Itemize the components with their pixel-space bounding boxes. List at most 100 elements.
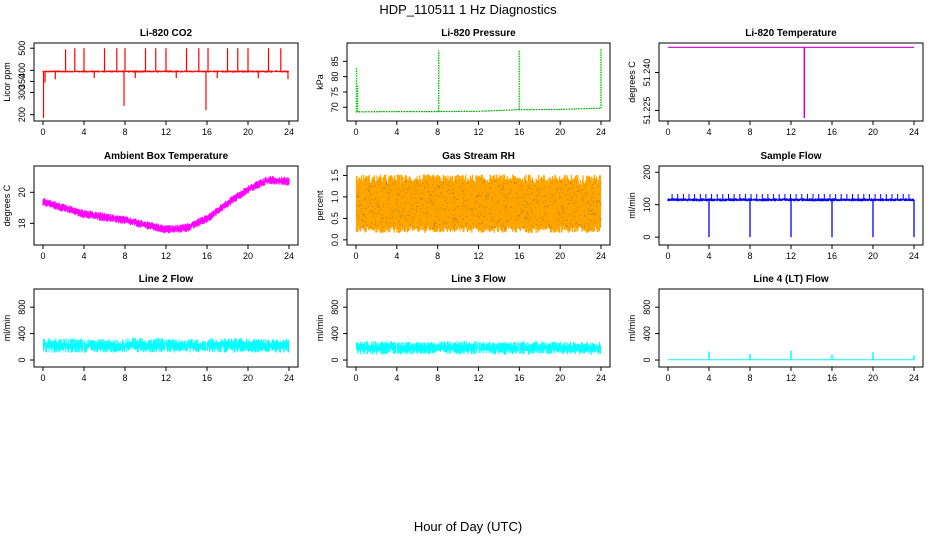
x-tick-label: 8 <box>747 373 752 383</box>
x-tick-label: 0 <box>353 373 358 383</box>
x-tick-label: 0 <box>665 373 670 383</box>
flow-segment <box>125 337 166 353</box>
data-series <box>43 337 289 353</box>
x-tick-label: 4 <box>706 251 711 261</box>
flow-segment <box>166 338 207 353</box>
x-tick-label: 0 <box>40 251 45 261</box>
y-tick-label: 85 <box>330 56 340 66</box>
data-series <box>42 48 289 118</box>
x-tick-label: 16 <box>827 373 837 383</box>
x-tick-label: 20 <box>555 127 565 137</box>
x-tick-label: 4 <box>394 127 399 137</box>
x-tick-label: 16 <box>827 251 837 261</box>
x-tick-label: 12 <box>161 373 171 383</box>
x-tick-label: 12 <box>786 127 796 137</box>
plot-frame <box>33 288 299 368</box>
x-tick-label: 8 <box>122 251 127 261</box>
x-tick-label: 8 <box>435 373 440 383</box>
y-tick-label: 1.5 <box>330 169 340 182</box>
y-tick-label: 20 <box>17 187 27 197</box>
flow-segment <box>560 341 601 355</box>
panel-title: Gas Stream RH <box>442 151 515 162</box>
y-tick-label: 0 <box>330 358 340 363</box>
y-axis-label: ml/min <box>315 315 325 342</box>
plot-frame <box>346 288 611 368</box>
x-tick-label: 16 <box>514 373 524 383</box>
panel-title: Ambient Box Temperature <box>104 151 229 162</box>
data-series <box>42 176 290 234</box>
flow-segment <box>478 341 519 355</box>
flow-segment <box>356 340 397 355</box>
x-tick-label: 8 <box>435 251 440 261</box>
flow-segment <box>519 341 561 355</box>
y-axis-label: degrees C <box>627 61 637 103</box>
x-tick-label: 24 <box>909 251 919 261</box>
x-tick-label: 16 <box>202 251 212 261</box>
panel-1: Li-820 CO2 Licor ppm 0 4 8 12 16 20 24 200 3003504… <box>2 28 299 137</box>
x-tick-label: 16 <box>202 127 212 137</box>
panel-6: Sample Flow ml/min 0 4 8 12 16 20 24 0 100 200 <box>627 151 924 261</box>
panel-title: Sample Flow <box>760 151 821 162</box>
flow-segment <box>437 341 478 355</box>
y-axis-label: Licor ppm <box>2 62 12 102</box>
plot-frame <box>33 165 299 246</box>
x-tick-label: 12 <box>161 127 171 137</box>
y-axis-label: ml/min <box>627 192 637 219</box>
x-tick-label: 20 <box>243 127 253 137</box>
rh-band <box>355 174 602 233</box>
x-tick-label: 0 <box>353 251 358 261</box>
x-tick-label: 24 <box>284 251 294 261</box>
data-series <box>355 48 602 113</box>
x-tick-label: 8 <box>747 251 752 261</box>
data-series <box>668 46 914 118</box>
y-tick-label: 80 <box>330 72 340 82</box>
x-tick-label: 4 <box>394 373 399 383</box>
y-tick-label: 70 <box>330 102 340 112</box>
x-tick-label: 0 <box>40 373 45 383</box>
y-tick-label: 75 <box>330 87 340 97</box>
x-tick-label: 24 <box>284 373 294 383</box>
flow-segment <box>207 338 248 353</box>
y-tick-label: 400 <box>330 326 340 341</box>
x-tick-label: 0 <box>353 127 358 137</box>
x-tick-label: 20 <box>868 251 878 261</box>
flow-segment <box>396 341 438 355</box>
panel-title: Li-820 Pressure <box>441 28 516 39</box>
y-tick-label: 200 <box>17 107 27 122</box>
y-tick-label: 500 <box>17 41 27 56</box>
x-tick-label: 24 <box>284 127 294 137</box>
y-tick-label: 800 <box>642 300 652 315</box>
x-tick-label: 24 <box>909 373 919 383</box>
series-line <box>355 107 602 113</box>
x-tick-label: 0 <box>665 127 670 137</box>
x-tick-label: 16 <box>514 127 524 137</box>
x-tick-label: 20 <box>555 251 565 261</box>
panel-title: Li-820 CO2 <box>140 28 193 39</box>
y-tick-label: 400 <box>17 326 27 341</box>
y-axis-label: degrees C <box>2 184 12 226</box>
x-tick-label: 20 <box>243 373 253 383</box>
x-tick-label: 4 <box>706 373 711 383</box>
x-tick-label: 12 <box>473 251 483 261</box>
plot-frame <box>346 42 611 122</box>
panel-title: Li-820 Temperature <box>745 28 837 39</box>
y-tick-label: 0 <box>17 358 27 363</box>
y-tick-label: 100 <box>642 197 652 212</box>
temp-band <box>42 176 290 234</box>
panel-9: Line 4 (LT) Flow ml/min 0 4 8 12 16 20 24 0 400 800 <box>627 274 924 383</box>
panel-7: Line 2 Flow ml/min 0 4 8 12 16 20 24 0 400 800 <box>2 274 299 383</box>
y-tick-label: 0.5 <box>330 212 340 225</box>
x-tick-label: 12 <box>786 373 796 383</box>
x-tick-label: 4 <box>81 127 86 137</box>
x-tick-label: 4 <box>394 251 399 261</box>
x-tick-label: 4 <box>81 373 86 383</box>
panel-5: Gas Stream RH percent 0 4 8 12 16 20 24 0.0 0.5 1.0… <box>315 151 611 261</box>
y-tick-label: 1.0 <box>330 191 340 204</box>
y-tick-label: 400 <box>642 326 652 341</box>
x-tick-label: 20 <box>868 127 878 137</box>
x-tick-label: 8 <box>747 127 752 137</box>
y-tick-label: 200 <box>642 165 652 180</box>
x-tick-label: 4 <box>81 251 86 261</box>
x-tick-label: 24 <box>596 251 606 261</box>
